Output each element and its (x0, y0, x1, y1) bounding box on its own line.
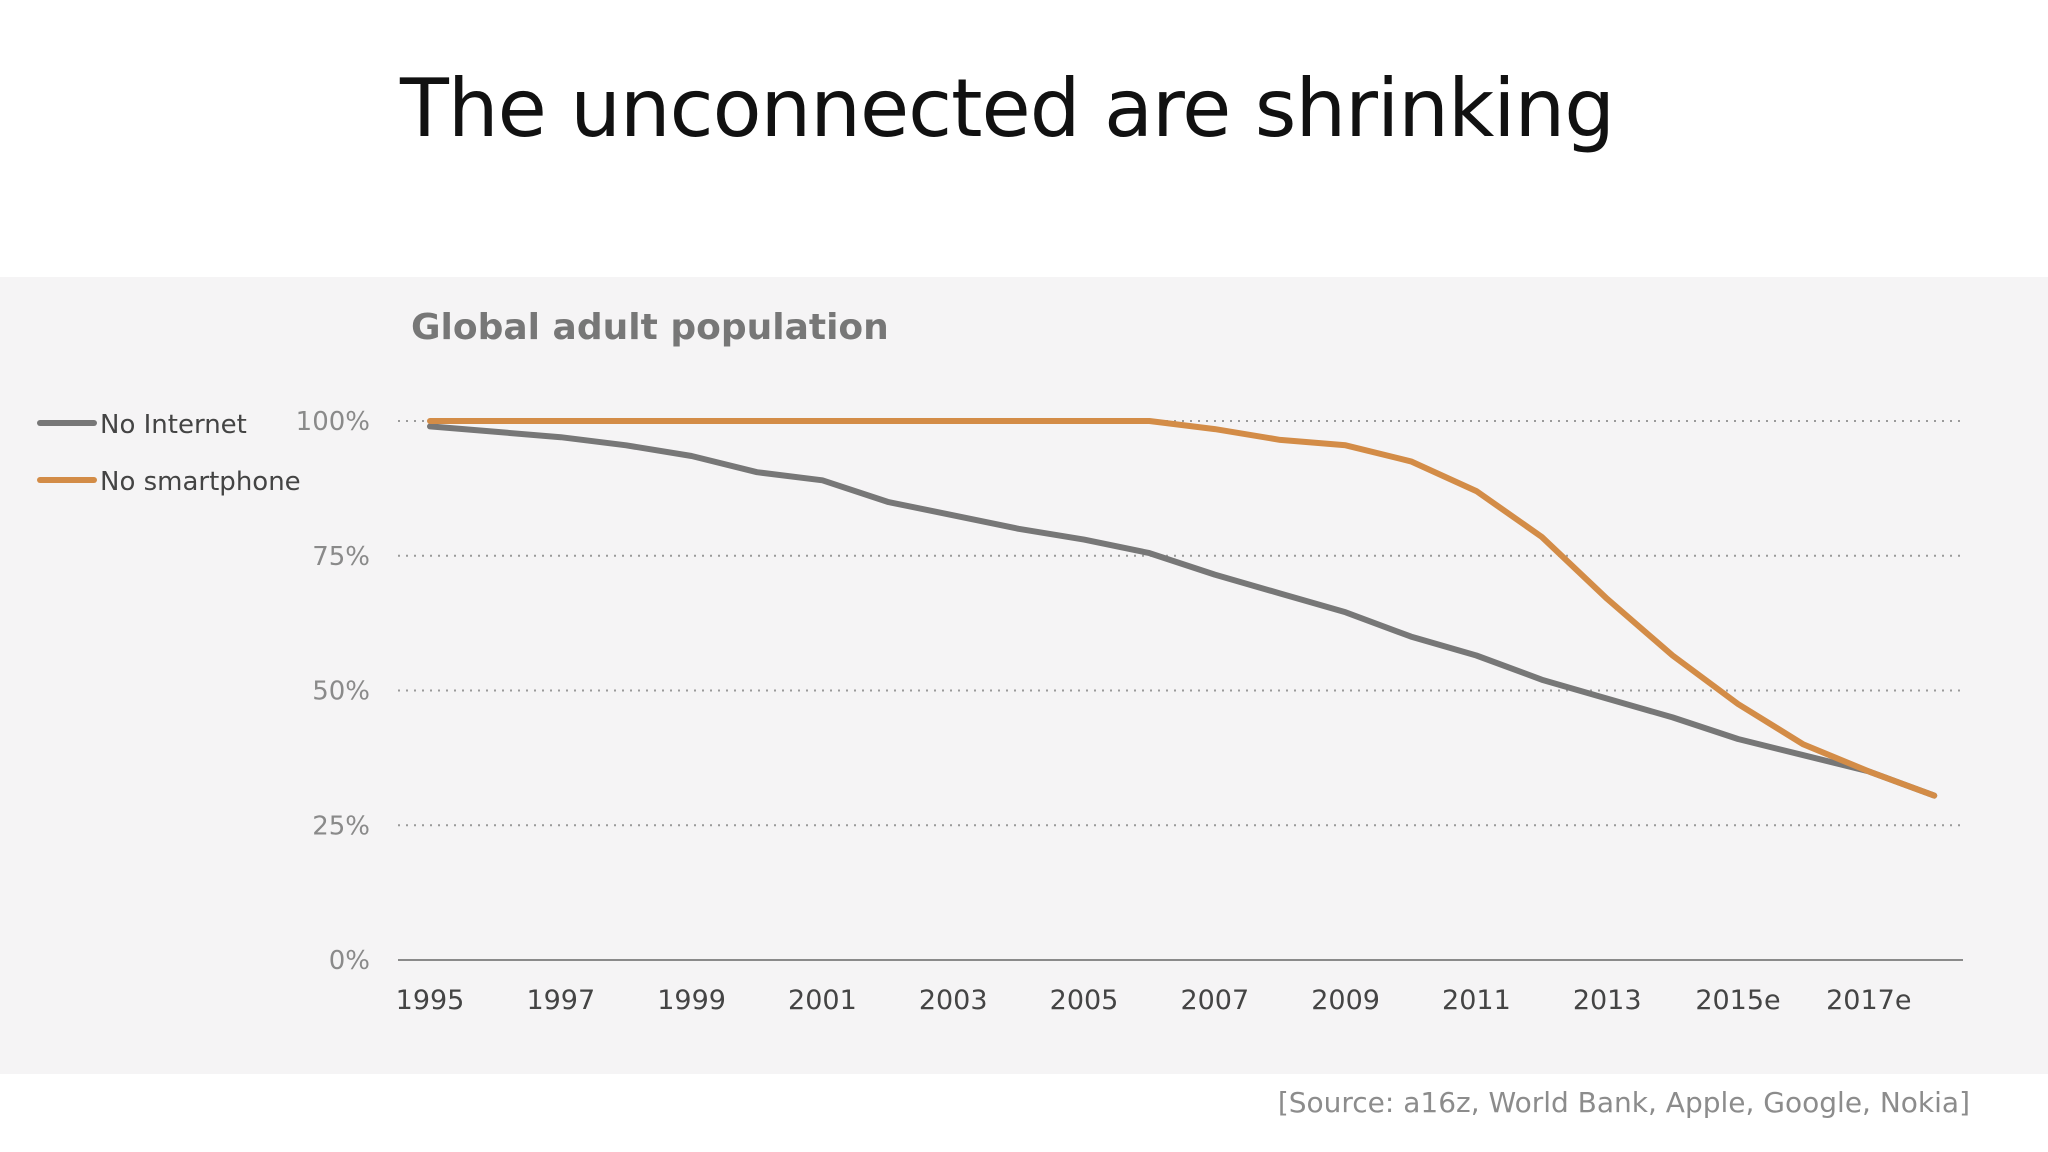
grid-lines (398, 420, 1963, 827)
y-tick-label: 50% (312, 677, 370, 707)
chart-title: Global adult population (411, 307, 889, 348)
x-tick-label: 2007 (1180, 985, 1249, 1016)
x-tick-label: 2009 (1311, 985, 1380, 1016)
x-tick-label: 1999 (657, 985, 726, 1016)
series-line-no-internet (427, 423, 1938, 799)
legend-label: No smartphone (100, 467, 301, 497)
chart-panel: Global adult population 0% 25% 50% 75% 100% 1… (0, 277, 2048, 1074)
series-lines (427, 418, 1938, 799)
x-tick-label: 2015e (1695, 985, 1780, 1016)
x-tick-label: 2001 (788, 985, 857, 1016)
x-tick-label: 2005 (1050, 985, 1119, 1016)
x-tick-label: 1997 (526, 985, 595, 1016)
x-tick-label: 2003 (919, 985, 988, 1016)
x-tick-label: 1995 (396, 985, 465, 1016)
axes: 0% 25% 50% 75% 100% 1995 1997 1999 2001 2003 2005 2… (296, 407, 1963, 1016)
x-tick-label: 2017e (1826, 985, 1911, 1016)
series-line-no-smartphone (427, 418, 1938, 799)
line-chart: Global adult population 0% 25% 50% 75% 100% 1… (37, 307, 1963, 1016)
legend-label: No Internet (100, 410, 247, 440)
legend: No Internet No smartphone (37, 410, 301, 497)
source-note: [Source: a16z, World Bank, Apple, Google… (1277, 1086, 1970, 1119)
y-tick-label: 100% (296, 407, 370, 437)
x-tick-label: 2013 (1573, 985, 1642, 1016)
y-tick-label: 25% (312, 811, 370, 841)
y-tick-label: 75% (312, 542, 370, 572)
y-tick-label: 0% (329, 946, 370, 976)
x-tick-label: 2011 (1442, 985, 1511, 1016)
slide-title: The unconnected are shrinking (400, 62, 1615, 155)
